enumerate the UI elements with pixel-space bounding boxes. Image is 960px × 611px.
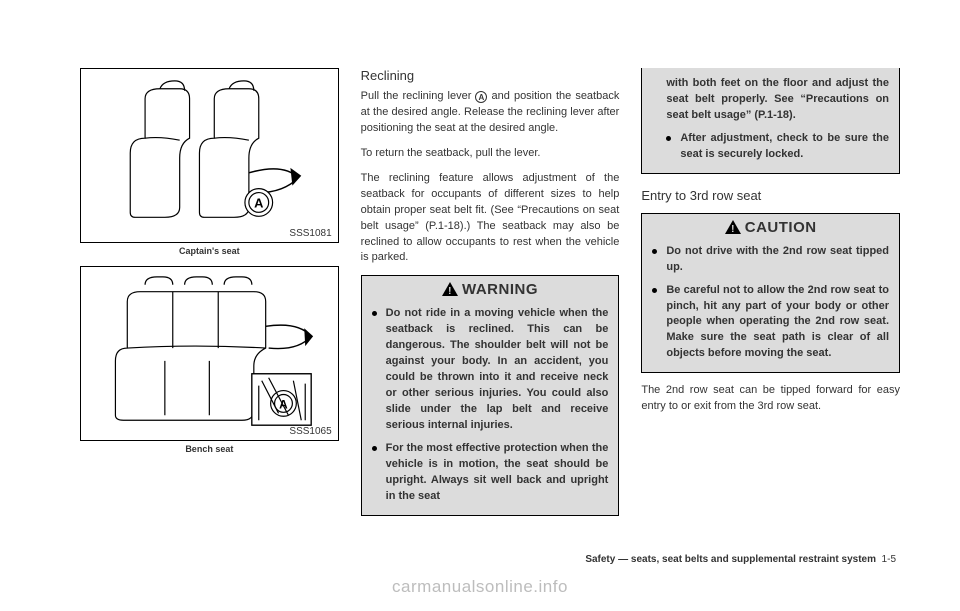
warning-title: WARNING	[462, 281, 538, 298]
callout-a-icon: A	[475, 91, 487, 103]
figure-caption: Captain's seat	[80, 246, 339, 256]
figure-bench-seat: A SSS1065	[80, 266, 339, 441]
warning-continued-text: with both feet on the floor and adjust t…	[666, 76, 889, 124]
figure-code: SSS1081	[289, 228, 331, 239]
bench-seat-illustration-icon: A	[81, 267, 338, 440]
warning-triangle-icon: !	[442, 282, 458, 296]
caution-box: ! CAUTION Do not drive with the 2nd row s…	[641, 213, 900, 374]
figure-caption: Bench seat	[80, 444, 339, 454]
warning-body: Do not ride in a moving vehicle when the…	[362, 302, 619, 514]
seat-illustration-icon: A	[81, 69, 338, 242]
svg-text:!: !	[731, 224, 735, 234]
paragraph: The reclining feature allows adjustment …	[361, 171, 620, 267]
caution-body: Do not drive with the 2nd row seat tippe…	[642, 240, 899, 373]
warning-item: Do not ride in a moving vehicle when the…	[372, 306, 609, 434]
page-footer: Safety — seats, seat belts and supplemen…	[585, 554, 896, 565]
heading-reclining: Reclining	[361, 68, 620, 83]
warning-item: After adjustment, check to be sure the s…	[666, 131, 889, 163]
paragraph: To return the seatback, pull the lever.	[361, 146, 620, 162]
warning-heading: ! WARNING	[362, 276, 619, 302]
text-run: Pull the reclining lever	[361, 90, 476, 102]
column-2: Reclining Pull the reclining lever A and…	[361, 68, 620, 526]
column-3: with both feet on the floor and adjust t…	[641, 68, 900, 526]
footer-page: 1-5	[882, 554, 896, 565]
svg-text:!: !	[448, 286, 452, 296]
caution-heading: ! CAUTION	[642, 214, 899, 240]
manual-page: A SSS1081 Captain's seat	[0, 0, 960, 546]
figure-code: SSS1065	[289, 426, 331, 437]
figure-captains-seat: A SSS1081	[80, 68, 339, 243]
watermark: carmanualsonline.info	[0, 577, 960, 597]
caution-item: Be careful not to allow the 2nd row seat…	[652, 283, 889, 363]
caution-triangle-icon: !	[725, 220, 741, 234]
warning-item: For the most effective protection when t…	[372, 441, 609, 505]
svg-text:A: A	[254, 195, 263, 210]
heading-entry-3rd-row: Entry to 3rd row seat	[641, 188, 900, 203]
warning-box: ! WARNING Do not ride in a moving vehicle…	[361, 275, 620, 515]
footer-section: Safety — seats, seat belts and supplemen…	[585, 554, 876, 565]
warning-box-continued: with both feet on the floor and adjust t…	[641, 68, 900, 174]
caution-title: CAUTION	[745, 219, 817, 236]
caution-item: Do not drive with the 2nd row seat tippe…	[652, 244, 889, 276]
column-1: A SSS1081 Captain's seat	[80, 68, 339, 526]
paragraph: Pull the reclining lever A and position …	[361, 89, 620, 137]
paragraph: The 2nd row seat can be tipped forward f…	[641, 383, 900, 415]
